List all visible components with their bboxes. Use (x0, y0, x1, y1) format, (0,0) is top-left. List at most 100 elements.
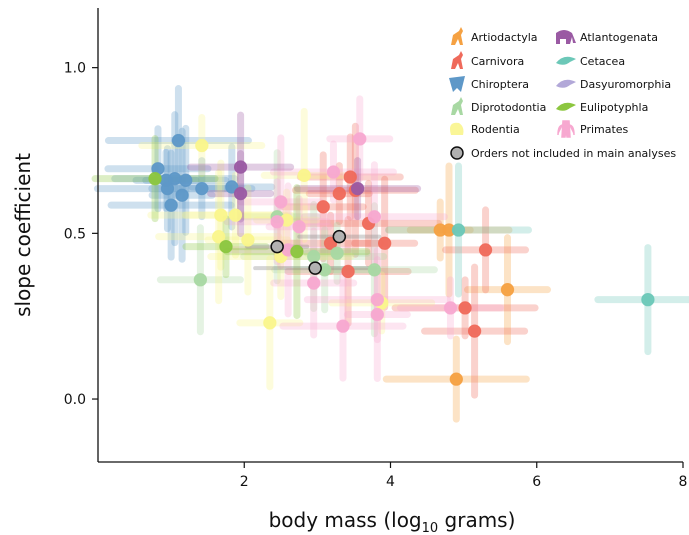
legend-label: Dasyuromorphia (580, 78, 671, 91)
data-point (336, 319, 350, 333)
y-tick-label: 0.0 (64, 392, 86, 408)
bat-icon (449, 76, 465, 92)
data-point (467, 324, 482, 338)
x-tick-label: 6 (532, 474, 541, 490)
data-point (290, 244, 304, 259)
legend-entry: Atlantogenata (556, 30, 658, 44)
data-point (500, 283, 515, 297)
data-point (175, 188, 189, 202)
legend-entry: Dasyuromorphia (556, 78, 671, 91)
data-point (270, 215, 284, 229)
data-point (307, 249, 321, 264)
data-point (641, 292, 655, 307)
x-axis-label-subscript: 10 (422, 521, 439, 535)
legend-label: Atlantogenata (580, 31, 658, 44)
data-point (270, 239, 284, 254)
data-point (148, 172, 162, 186)
data-point (160, 181, 175, 196)
x-axis-label: body mass (log10 grams) (269, 508, 516, 535)
data-point (263, 316, 277, 330)
data-point (367, 263, 382, 277)
data-point (370, 307, 384, 322)
legend-entry: Rodentia (450, 122, 520, 136)
data-point (478, 243, 493, 257)
y-tick-label: 0.5 (64, 226, 86, 242)
y-tick-label: 1.0 (64, 61, 86, 77)
data-point (195, 138, 209, 153)
data-point (233, 186, 248, 201)
x-tick-label: 2 (240, 474, 249, 490)
data-point (353, 132, 367, 146)
y-axis-label: slope coefficient (11, 153, 35, 317)
data-point (241, 233, 255, 247)
legend-entry: Eulipotyphla (556, 101, 648, 114)
legend-label: Cetacea (580, 55, 625, 68)
legend-label: Artiodactyla (471, 31, 538, 44)
axes: 2 4 6 8 0.0 0.5 1.0 (64, 8, 688, 490)
legend-entry: Artiodactyla (451, 27, 538, 45)
data-point (332, 229, 347, 244)
data-point (214, 208, 228, 222)
data-point (219, 239, 233, 254)
data-point (233, 160, 248, 174)
data-point (171, 133, 186, 148)
data-point (330, 246, 344, 260)
data-point (451, 223, 466, 237)
shrew-icon (556, 102, 576, 111)
data-point (370, 292, 384, 307)
deer-icon (451, 27, 463, 45)
x-axis-label-suffix: grams) (438, 508, 515, 532)
data-point (443, 301, 458, 315)
legend: Artiodactyla Carnivora Chiroptera Diprotodo… (449, 27, 676, 160)
data-point (193, 273, 208, 287)
data-point (195, 181, 209, 196)
elephant-icon (556, 30, 576, 44)
data-point (307, 276, 321, 290)
data-points (148, 132, 655, 386)
circle-icon (450, 146, 464, 160)
data-point (179, 173, 193, 187)
x-axis-label-prefix: body mass (log (269, 508, 422, 532)
data-point (308, 261, 322, 275)
squirrel-icon (450, 122, 464, 135)
data-point (316, 200, 330, 214)
legend-entry: Primates (557, 120, 629, 138)
x-tick-label: 8 (679, 474, 688, 490)
legend-entry: Chiroptera (449, 76, 529, 92)
legend-label: Eulipotyphla (580, 101, 648, 114)
primate-icon (557, 120, 575, 138)
data-point (343, 170, 357, 184)
data-point (274, 195, 288, 209)
data-point (377, 236, 392, 250)
dolphin-icon (556, 56, 576, 65)
x-tick-label: 4 (386, 474, 395, 490)
legend-label: Carnivora (471, 55, 524, 68)
legend-label: Primates (580, 123, 629, 136)
data-point (341, 264, 355, 279)
legend-entry: Carnivora (451, 51, 524, 69)
legend-entry: Cetacea (556, 55, 625, 68)
data-point (367, 210, 382, 224)
legend-entry: Diprotodontia (451, 97, 546, 115)
legend-label: Diprotodontia (471, 101, 546, 114)
data-point (350, 181, 365, 196)
data-point (297, 168, 311, 183)
data-point (292, 220, 306, 234)
data-point (458, 301, 472, 315)
legend-label: Orders not included in main analyses (471, 147, 676, 160)
data-point (164, 198, 178, 212)
legend-entry: Orders not included in main analyses (450, 146, 676, 160)
data-point (449, 372, 463, 386)
legend-label: Rodentia (471, 123, 520, 136)
data-point (212, 230, 226, 244)
legend-label: Chiroptera (471, 78, 529, 91)
data-point (225, 180, 239, 194)
data-point (323, 236, 338, 250)
quoll-icon (556, 79, 576, 88)
data-point (228, 208, 243, 222)
sea-lion-icon (451, 51, 463, 69)
kangaroo-icon (451, 97, 463, 115)
data-point (326, 165, 341, 179)
data-point (332, 186, 346, 201)
